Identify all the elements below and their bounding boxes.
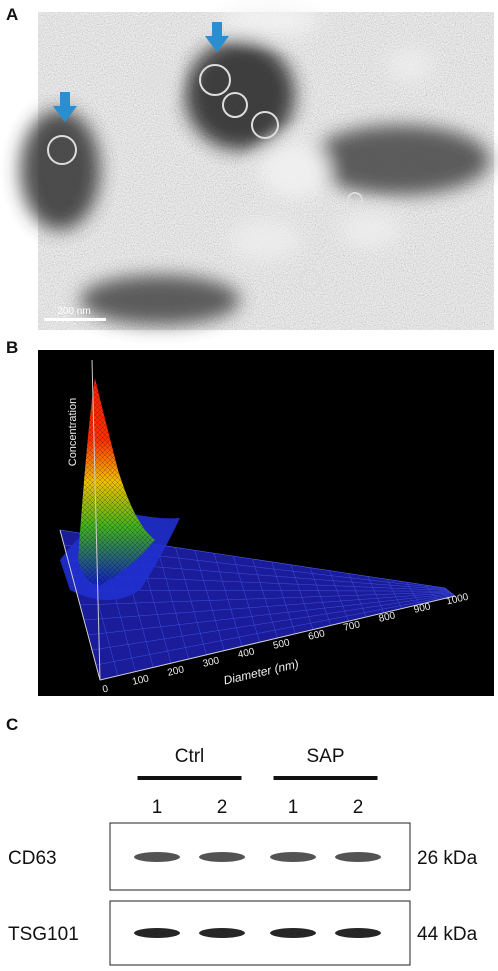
panel-label: B: [6, 338, 18, 357]
floor-grid-line: [79, 591, 451, 606]
x-tick-label: 800: [378, 610, 397, 625]
panel-label: C: [6, 715, 18, 734]
scale-bar-label: 200 nm: [57, 306, 90, 317]
band: [134, 852, 180, 862]
floor-grid-line: [87, 593, 453, 636]
y-axis-label: Concentration: [67, 398, 79, 467]
band: [335, 928, 381, 938]
size-distribution-plot: Concentration Diameter (nm) 010020030040…: [38, 350, 494, 696]
group-bar: [137, 776, 242, 780]
x-tick-label: 1000: [445, 592, 470, 608]
floor-grid-line: [95, 594, 455, 666]
band: [199, 928, 245, 938]
protein-label: TSG101: [8, 924, 79, 945]
size-label: 44 kDa: [417, 924, 478, 945]
group-label: Ctrl: [175, 746, 205, 767]
x-tick-label: 900: [413, 601, 432, 616]
lane-label: 1: [152, 797, 163, 818]
band: [270, 852, 316, 862]
x-tick-label: 0: [101, 683, 109, 695]
floor-grid-line: [91, 594, 454, 651]
x-tick-label: 300: [202, 655, 221, 670]
band: [199, 852, 245, 862]
band: [335, 852, 381, 862]
group-bar: [273, 776, 378, 780]
lane-label: 2: [217, 797, 228, 818]
protein-label: CD63: [8, 848, 57, 869]
lane-label: 2: [353, 797, 364, 818]
western-blot: Ctrl 1 2 SAP 1 2 CD63 26 kDa TSG101 44 kDa: [8, 746, 478, 966]
x-tick-label: 200: [166, 664, 185, 679]
band: [134, 928, 180, 938]
x-tick-label: 700: [342, 619, 361, 634]
x-tick-label: 400: [237, 646, 256, 661]
band: [270, 928, 316, 938]
x-tick-label: 500: [272, 637, 291, 652]
panel-label: A: [6, 5, 18, 24]
floor-grid-line: [83, 592, 452, 621]
micrograph: 200 nm: [20, 5, 494, 330]
x-tick-label: 100: [131, 673, 150, 688]
group-label: SAP: [306, 746, 344, 767]
x-tick-label: 600: [307, 628, 326, 643]
lane-label: 1: [288, 797, 299, 818]
size-label: 26 kDa: [417, 848, 478, 869]
